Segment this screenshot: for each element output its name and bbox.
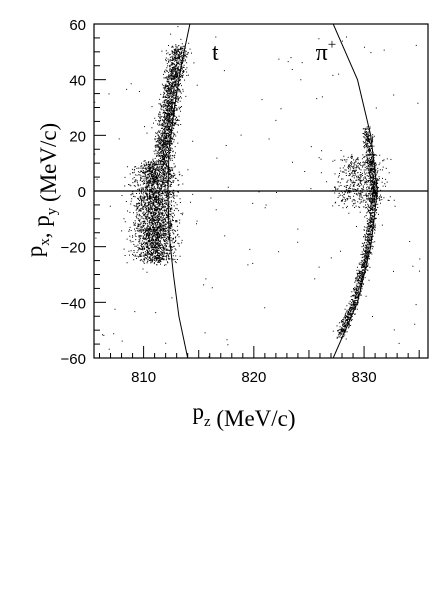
annotation-label: π+ <box>316 37 337 66</box>
y-tick-label: 40 <box>69 73 86 90</box>
x-tick-label: 810 <box>131 369 156 386</box>
annotation-label: t <box>212 40 219 66</box>
y-tick-label: −40 <box>61 295 86 312</box>
y-axis-title: px, py (MeV/c) <box>22 123 61 257</box>
y-tick-label: −60 <box>61 351 86 368</box>
point-cluster <box>144 38 195 170</box>
y-tick-label: 0 <box>78 184 86 201</box>
scatter-points <box>94 26 421 358</box>
y-tick-label: 60 <box>69 17 86 34</box>
x-tick-label: 820 <box>241 369 266 386</box>
x-axis-title: pz (MeV/c) <box>192 399 295 431</box>
axis-ticks <box>94 23 420 359</box>
y-tick-label: −20 <box>61 240 86 257</box>
y-tick-label: 20 <box>69 128 86 145</box>
x-tick-label: 830 <box>352 369 377 386</box>
tick-labels: 810 820 830 −60 −40 −20 0 20 40 60 <box>61 17 377 386</box>
point-cluster <box>121 159 194 273</box>
point-cluster <box>326 150 396 214</box>
annotations: t π+ <box>212 37 336 66</box>
